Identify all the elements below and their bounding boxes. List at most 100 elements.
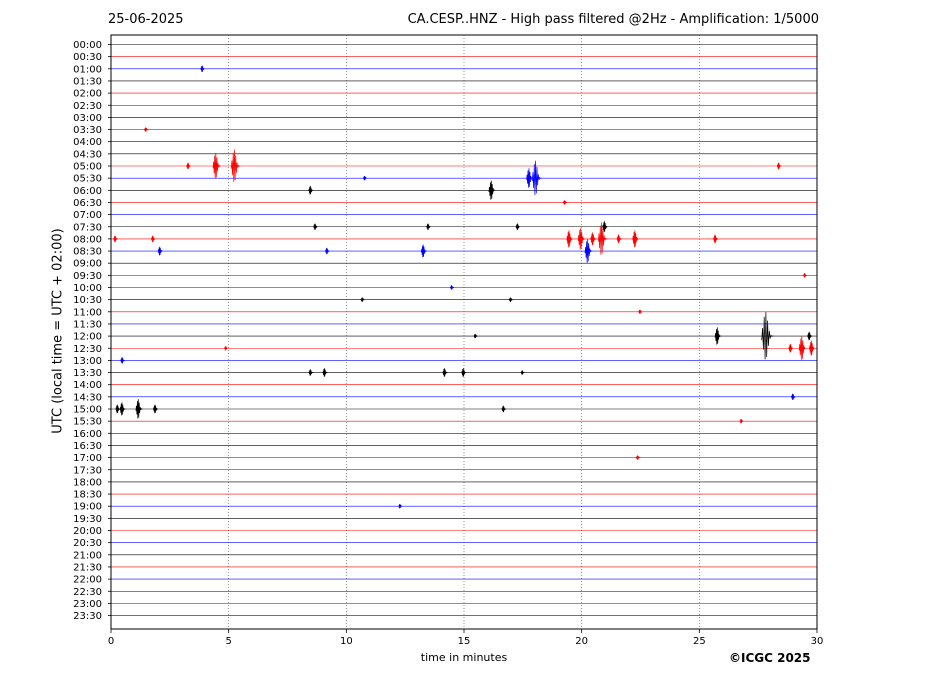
seismic-event	[308, 185, 314, 195]
seismic-event	[308, 369, 314, 376]
y-tick-label: 20:00	[73, 526, 102, 537]
y-tick-label: 14:30	[73, 392, 102, 403]
seismic-event	[461, 368, 467, 377]
y-tick-label: 04:00	[73, 137, 102, 148]
seismic-event	[566, 230, 573, 248]
seismic-event	[230, 149, 241, 182]
chart-title: CA.CESP..HNZ - High pass filtered @2Hz -…	[407, 12, 819, 27]
seismic-event	[791, 393, 796, 401]
y-tick-label: 06:00	[73, 186, 102, 197]
date-label: 25-06-2025	[108, 12, 184, 27]
seismic-event	[632, 230, 639, 248]
x-tick-label: 10	[340, 636, 353, 647]
y-tick-label: 01:30	[73, 76, 102, 87]
seismic-event	[150, 235, 156, 243]
y-tick-label: 00:30	[73, 52, 102, 63]
seismic-event	[807, 331, 813, 341]
y-tick-label: 22:30	[73, 587, 102, 598]
seismic-event	[157, 246, 163, 256]
seismic-event	[788, 343, 794, 353]
y-tick-label: 13:00	[73, 356, 102, 367]
seismic-event	[153, 404, 158, 414]
seismic-event	[119, 402, 126, 416]
seismic-event	[520, 370, 525, 375]
seismic-event	[200, 65, 205, 73]
seismic-event	[224, 346, 229, 351]
y-tick-label: 17:00	[73, 453, 102, 464]
seismic-event	[449, 285, 455, 290]
seismic-event	[638, 309, 643, 314]
seismic-event	[531, 160, 542, 196]
seismic-event	[488, 180, 496, 200]
y-tick-label: 15:00	[73, 405, 102, 416]
y-tick-label: 15:30	[73, 417, 102, 428]
seismic-event	[360, 297, 365, 302]
seismic-event	[590, 232, 597, 246]
seismic-event	[115, 404, 121, 414]
seismic-event	[602, 221, 608, 233]
copyright-label: ©ICGC 2025	[729, 651, 811, 665]
y-tick-label: 02:30	[73, 101, 102, 112]
seismic-event	[714, 327, 722, 345]
y-tick-label: 02:00	[73, 89, 102, 100]
y-tick-label: 22:00	[73, 575, 102, 586]
y-tick-label: 08:00	[73, 234, 102, 245]
seismic-event	[798, 336, 807, 360]
y-tick-label: 09:30	[73, 271, 102, 282]
x-tick-label: 25	[693, 636, 706, 647]
seismic-event	[809, 340, 816, 356]
seismic-event	[761, 312, 774, 360]
x-tick-label: 15	[458, 636, 471, 647]
seismic-event	[442, 368, 448, 377]
seismic-event	[597, 222, 608, 255]
y-tick-label: 12:30	[73, 344, 102, 355]
seismic-event	[635, 455, 640, 460]
y-tick-label: 00:00	[73, 40, 102, 51]
y-tick-label: 07:30	[73, 222, 102, 233]
y-tick-label: 07:00	[73, 210, 102, 221]
x-axis-label: time in minutes	[420, 651, 508, 664]
seismic-event	[144, 127, 149, 132]
y-tick-label: 16:30	[73, 441, 102, 452]
y-tick-label: 17:30	[73, 465, 102, 476]
y-tick-label: 12:00	[73, 332, 102, 343]
y-tick-label: 16:00	[73, 429, 102, 440]
seismic-event	[426, 223, 431, 230]
y-tick-label: 06:30	[73, 198, 102, 209]
y-tick-label: 13:30	[73, 368, 102, 379]
y-tick-label: 05:30	[73, 174, 102, 185]
y-tick-label: 04:30	[73, 149, 102, 160]
y-tick-label: 18:00	[73, 477, 102, 488]
seismic-event	[739, 418, 744, 424]
seismic-event	[120, 357, 125, 364]
seismic-event	[398, 503, 403, 509]
y-tick-label: 18:30	[73, 490, 102, 501]
y-tick-label: 20:30	[73, 538, 102, 549]
y-tick-label: 14:00	[73, 380, 102, 391]
y-tick-label: 21:00	[73, 550, 102, 561]
seismic-event	[325, 247, 330, 255]
seismic-event	[802, 273, 808, 278]
y-tick-label: 10:00	[73, 283, 102, 294]
x-tick-label: 30	[811, 636, 824, 647]
x-tick-label: 5	[225, 636, 231, 647]
seismic-event	[515, 223, 521, 230]
y-tick-label: 09:00	[73, 259, 102, 270]
seismic-event	[508, 297, 514, 302]
seismic-event	[135, 399, 143, 419]
y-tick-label: 01:00	[73, 64, 102, 75]
seismic-event	[776, 162, 782, 170]
seismic-event	[313, 223, 318, 230]
seismic-event	[473, 333, 478, 339]
y-tick-label: 23:30	[73, 611, 102, 622]
seismic-event	[616, 234, 622, 244]
x-tick-label: 20	[575, 636, 588, 647]
y-tick-label: 08:30	[73, 247, 102, 258]
y-tick-label: 11:30	[73, 319, 102, 330]
seismic-event	[420, 244, 427, 258]
y-tick-label: 05:00	[73, 162, 102, 173]
y-tick-label: 11:00	[73, 307, 102, 318]
x-tick-label: 0	[108, 636, 114, 647]
y-tick-label: 03:30	[73, 125, 102, 136]
seismic-event	[322, 368, 328, 377]
